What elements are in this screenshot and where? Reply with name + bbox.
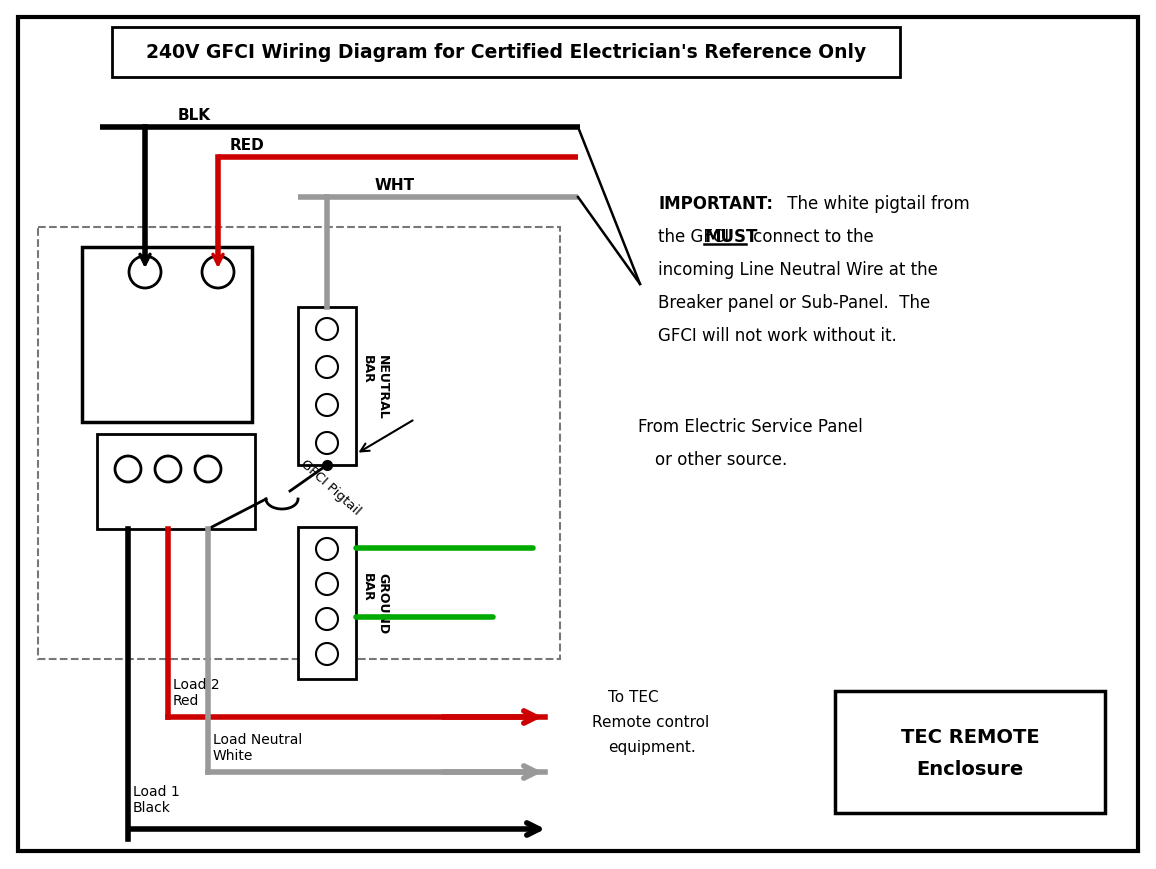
Text: RED: RED bbox=[230, 137, 265, 152]
Text: GFCI Pigtail: GFCI Pigtail bbox=[298, 457, 363, 518]
Text: Load 2
Red: Load 2 Red bbox=[173, 677, 220, 707]
Text: GFCI will not work without it.: GFCI will not work without it. bbox=[658, 327, 897, 345]
Circle shape bbox=[316, 319, 338, 341]
Text: Breaker panel or Sub-Panel.  The: Breaker panel or Sub-Panel. The bbox=[658, 294, 931, 312]
Text: connect to the: connect to the bbox=[748, 228, 874, 246]
Text: equipment.: equipment. bbox=[608, 740, 696, 754]
Text: the GFCI: the GFCI bbox=[658, 228, 734, 246]
Text: To TEC: To TEC bbox=[608, 689, 659, 704]
Bar bbox=[298, 308, 356, 466]
Bar bbox=[38, 228, 560, 660]
Circle shape bbox=[316, 643, 338, 666]
Text: NEUTRAL
BAR: NEUTRAL BAR bbox=[361, 355, 390, 419]
Text: TEC REMOTE: TEC REMOTE bbox=[901, 727, 1039, 746]
Text: The white pigtail from: The white pigtail from bbox=[781, 195, 970, 213]
Circle shape bbox=[202, 256, 234, 289]
Circle shape bbox=[195, 456, 221, 482]
Text: IMPORTANT:: IMPORTANT: bbox=[658, 195, 773, 213]
Circle shape bbox=[316, 395, 338, 416]
Text: WHT: WHT bbox=[375, 177, 415, 192]
Circle shape bbox=[316, 356, 338, 379]
Bar bbox=[835, 691, 1105, 813]
Bar bbox=[298, 527, 356, 680]
Circle shape bbox=[316, 608, 338, 630]
Text: Remote control: Remote control bbox=[592, 714, 710, 729]
Text: Load Neutral
White: Load Neutral White bbox=[213, 732, 302, 762]
Text: MUST: MUST bbox=[704, 228, 757, 246]
Text: incoming Line Neutral Wire at the: incoming Line Neutral Wire at the bbox=[658, 261, 938, 279]
Text: BLK: BLK bbox=[178, 108, 212, 123]
Bar bbox=[112, 28, 901, 78]
Bar bbox=[97, 434, 255, 529]
Circle shape bbox=[316, 574, 338, 595]
Text: 240V GFCI Wiring Diagram for Certified Electrician's Reference Only: 240V GFCI Wiring Diagram for Certified E… bbox=[146, 43, 866, 63]
Text: From Electric Service Panel: From Electric Service Panel bbox=[638, 417, 862, 435]
Bar bbox=[82, 248, 252, 422]
Circle shape bbox=[129, 256, 161, 289]
Circle shape bbox=[316, 433, 338, 454]
Text: Load 1
Black: Load 1 Black bbox=[133, 784, 179, 814]
Text: GROUND
BAR: GROUND BAR bbox=[361, 573, 390, 634]
Circle shape bbox=[316, 539, 338, 561]
Circle shape bbox=[155, 456, 181, 482]
Text: or other source.: or other source. bbox=[655, 450, 787, 468]
Text: Enclosure: Enclosure bbox=[917, 760, 1023, 779]
Circle shape bbox=[114, 456, 141, 482]
